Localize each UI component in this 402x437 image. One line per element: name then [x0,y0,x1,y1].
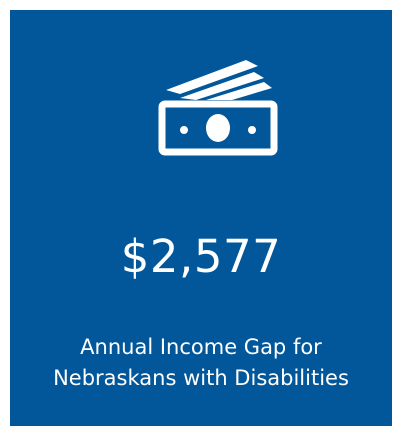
money-bills-icon [158,60,278,156]
stat-card: $2,577 Annual Income Gap for Nebraskans … [10,10,392,426]
income-gap-amount: $2,577 [120,230,282,283]
stat-caption: Annual Income Gap for Nebraskans with Di… [10,332,392,394]
caption-line-1: Annual Income Gap for [80,335,322,359]
caption-line-2: Nebraskans with Disabilities [53,366,349,390]
